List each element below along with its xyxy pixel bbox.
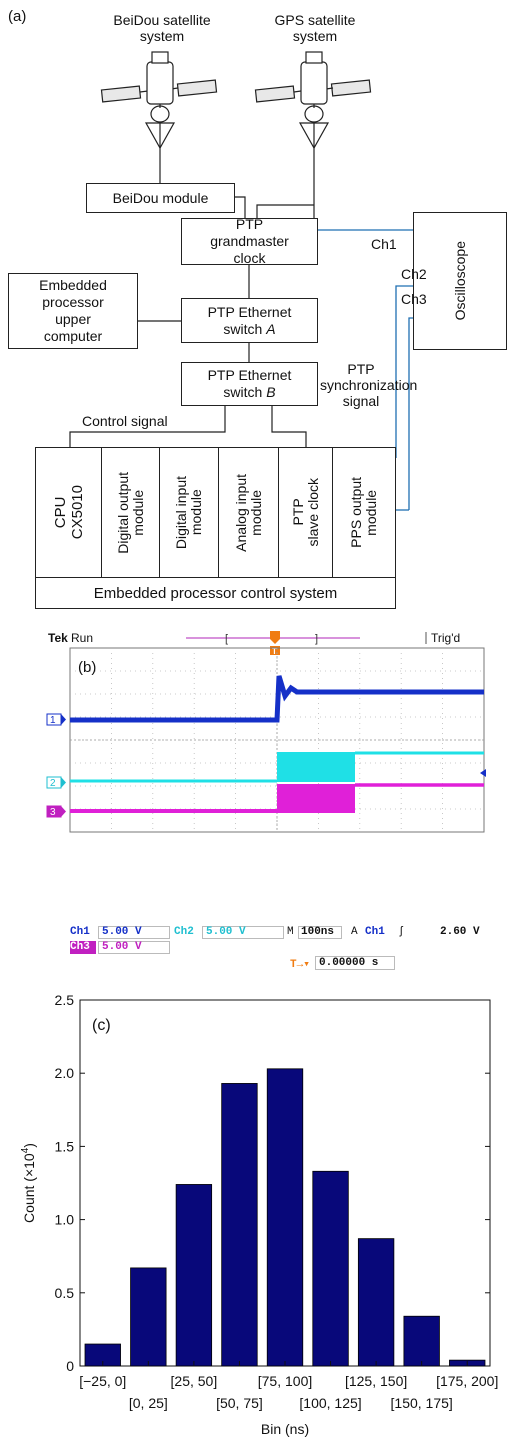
panel-a-label: (a) [8, 8, 27, 25]
module-digital-input: Digital input module [159, 447, 219, 578]
panel-b-label: (b) [78, 659, 97, 676]
panel-c-label: (c) [92, 1017, 111, 1034]
module-analog-input: Analog input module [218, 447, 279, 578]
y-axis-label: Count (×104) [20, 1143, 37, 1223]
status-ch1-value: 5.00 V [98, 926, 170, 939]
status-a-label: A [351, 926, 358, 938]
embedded-control-system-box: Embedded processor control system [35, 577, 396, 609]
svg-text:2: 2 [50, 778, 56, 789]
gps-to-grandmaster-wire [256, 204, 314, 218]
bar [221, 1083, 258, 1367]
y-tick-label: 1.0 [55, 1212, 75, 1228]
module-digital-output: Digital output module [101, 447, 160, 578]
ch2-wire [395, 285, 413, 458]
status-ch2-tag: Ch2 [174, 926, 194, 938]
module-ptp-slave-clock: PTP slave clock [278, 447, 333, 578]
status-m-label: M [287, 926, 294, 938]
run-status: Run [71, 631, 93, 645]
ch2-trace-band [277, 752, 355, 782]
bar [175, 1184, 213, 1367]
x-tick-label: [150, 175] [391, 1395, 453, 1411]
status-ch3-tag: Ch3 [70, 941, 96, 954]
tek-logo: Tek [48, 631, 68, 645]
status-trig-level: 2.60 V [440, 926, 480, 938]
gps-satellite-label: GPS satellite system [274, 12, 356, 44]
ch3-trace-band [277, 784, 355, 813]
y-tick-label: 2.0 [55, 1065, 75, 1081]
switch-a-box: PTP Ethernet switch A [181, 298, 318, 343]
y-tick-label: 0 [66, 1358, 74, 1374]
svg-text:T: T [272, 647, 277, 656]
svg-text:3: 3 [50, 807, 56, 818]
ch3-wire [408, 317, 413, 510]
control-signal-wire [69, 406, 226, 447]
x-tick-label: [125, 150] [345, 1373, 407, 1389]
ch1-label: Ch1 [371, 236, 397, 252]
embedded-upper-computer-box: Embedded processor upper computer [8, 273, 138, 349]
beidou-module-box: BeiDou module [86, 183, 235, 213]
x-axis-label: Bin (ns) [261, 1421, 309, 1437]
trigger-offset-value: 0.00000 s [315, 956, 395, 970]
trigger-slope-icon: ʃ [398, 926, 405, 938]
status-ch2-value: 5.00 V [202, 926, 284, 939]
bar [357, 1238, 395, 1367]
y-tick-label: 1.5 [55, 1138, 75, 1154]
svg-text:1: 1 [50, 715, 56, 726]
ptp-sync-label: PTP synchronization signal [320, 361, 418, 409]
y-tick-label: 0.5 [55, 1285, 75, 1301]
ptp-sync-wire [271, 406, 307, 447]
ch3-marker-icon: 3 [46, 805, 66, 818]
oscilloscope-box: Oscilloscope [413, 212, 507, 350]
trigger-marker-icon [270, 646, 280, 655]
beidou-to-grandmaster-wire [235, 196, 246, 218]
status-time-div: 100ns [298, 926, 342, 939]
status-ch1-tag: Ch1 [70, 926, 96, 939]
ch1-level-arrow-icon [480, 769, 486, 777]
ch3-label: Ch3 [401, 291, 427, 307]
grandmaster-clock-box: PTP grandmaster clock [181, 216, 318, 266]
diagram-wires [69, 51, 413, 511]
switch-b-box: PTP Ethernet switch B [181, 362, 318, 406]
ch2-label: Ch2 [401, 266, 427, 282]
bar [312, 1170, 349, 1367]
traces [70, 675, 484, 813]
y-tick-label: 2.5 [55, 992, 75, 1008]
bar [403, 1315, 440, 1367]
beidou-satellite-label: BeiDou satellite system [113, 12, 211, 44]
x-tick-label: [0, 25] [129, 1395, 168, 1411]
module-pps-output: PPS output module [332, 447, 396, 578]
ch1-trace [70, 675, 484, 723]
trigger-offset-icon: T→▾ [290, 959, 310, 971]
trigd-status: Trig'd [431, 631, 460, 645]
module-cpu: CPU CX5010 [35, 447, 102, 578]
record-bracket-right: ] [315, 633, 318, 645]
ch1-marker-icon: 1 [46, 713, 66, 726]
histogram-chart: 0 0.5 1.0 1.5 2.0 2.5 [−25, 0][0, 25][25, 50] [… [20, 992, 498, 1437]
x-tick-label: [75, 100] [258, 1373, 313, 1389]
scope-screen: Tek Run [ ] Trig'd T 1 2 3 [40, 628, 490, 833]
control-signal-label: Control signal [82, 413, 168, 429]
histogram-plot: 0 0.5 1.0 1.5 2.0 2.5 [−25, 0][0, 25][25, 50] [… [20, 992, 498, 1437]
status-ch3-value: 5.00 V [98, 941, 170, 954]
gps-satellite-icon [254, 51, 372, 150]
record-bracket-left: [ [225, 633, 228, 645]
x-tick-label: [50, 75] [216, 1395, 263, 1411]
trigger-position-icon [270, 631, 280, 639]
bar [130, 1267, 167, 1367]
x-tick-label: [−25, 0] [79, 1373, 126, 1389]
bar [266, 1068, 304, 1367]
status-trig-channel: Ch1 [365, 926, 385, 938]
beidou-satellite-icon [100, 51, 218, 150]
x-tick-label: [175, 200] [436, 1373, 498, 1389]
x-tick-label: [25, 50] [171, 1373, 218, 1389]
x-tick-label: [100, 125] [299, 1395, 361, 1411]
ch2-marker-icon: 2 [46, 776, 66, 789]
